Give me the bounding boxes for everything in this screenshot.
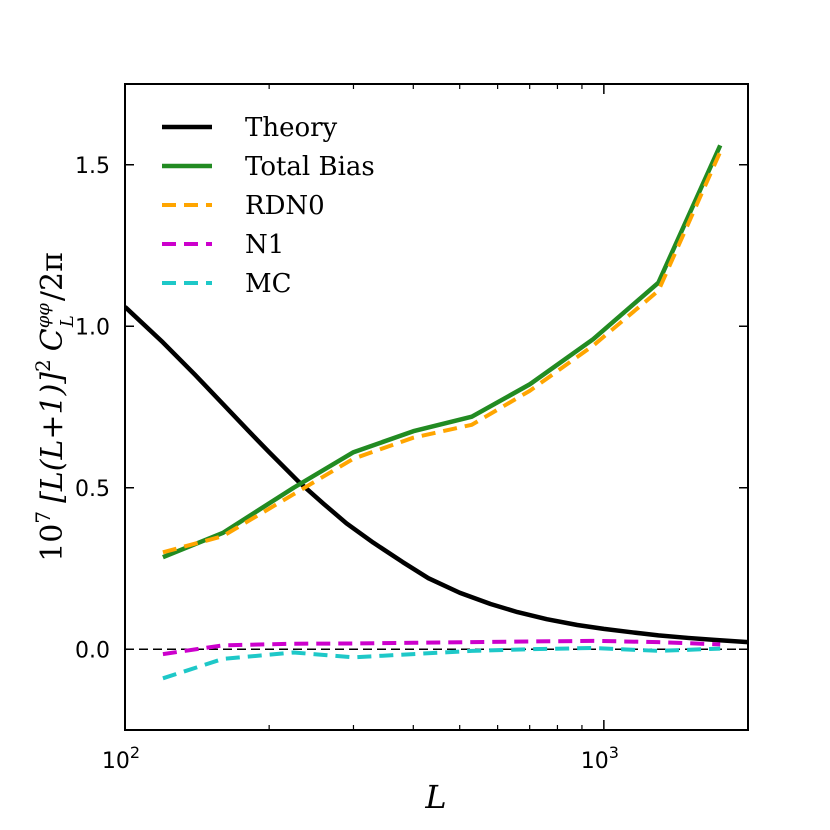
x-tick-base: 10 <box>581 749 609 774</box>
plot-frame <box>124 83 749 731</box>
x-tick-label: 103 <box>581 743 619 774</box>
x-tick-exp: 3 <box>609 743 619 762</box>
legend-label-mc: MC <box>245 269 292 299</box>
y-label-C-sup: φφ <box>33 303 54 329</box>
y-label-coef-exp: 7 <box>31 511 55 524</box>
x-axis-label: L <box>424 778 446 816</box>
y-tick-label: 1.0 <box>75 315 110 340</box>
series-line-mc <box>162 645 721 681</box>
y-label-bracket: [L(L+1)] <box>35 372 70 503</box>
x-tick-base: 10 <box>102 749 130 774</box>
legend-label-total-bias: Total Bias <box>245 152 375 182</box>
legend-label-theory: Theory <box>245 113 338 143</box>
legend: Theory Total Bias RDN0 N1 MC <box>162 113 375 299</box>
legend-label-rdn0: RDN0 <box>245 191 325 221</box>
y-tick-label: 1.5 <box>75 154 110 179</box>
y-tick-label: 0.5 <box>75 477 110 502</box>
y-label-C-sub: L <box>57 315 78 328</box>
x-tick-exp: 2 <box>130 743 140 762</box>
y-label-tail: /2π <box>35 252 70 301</box>
y-tick-label: 0.0 <box>75 638 110 663</box>
y-axis-label: 107 [L(L+1)]2 Cφφ L/2π <box>31 252 78 562</box>
series-line-n1 <box>162 638 721 657</box>
y-label-C: C <box>35 328 70 351</box>
legend-label-n1: N1 <box>245 230 284 260</box>
y-label-bracket-exp: 2 <box>31 359 55 372</box>
y-label-coef: 10 <box>35 524 70 562</box>
series-line-total-bias <box>162 144 723 560</box>
x-tick-label: 102 <box>102 743 140 774</box>
y-axis-label-text: 107 [L(L+1)]2 Cφφ L/2π <box>31 252 78 562</box>
series-line-theory <box>125 305 748 645</box>
